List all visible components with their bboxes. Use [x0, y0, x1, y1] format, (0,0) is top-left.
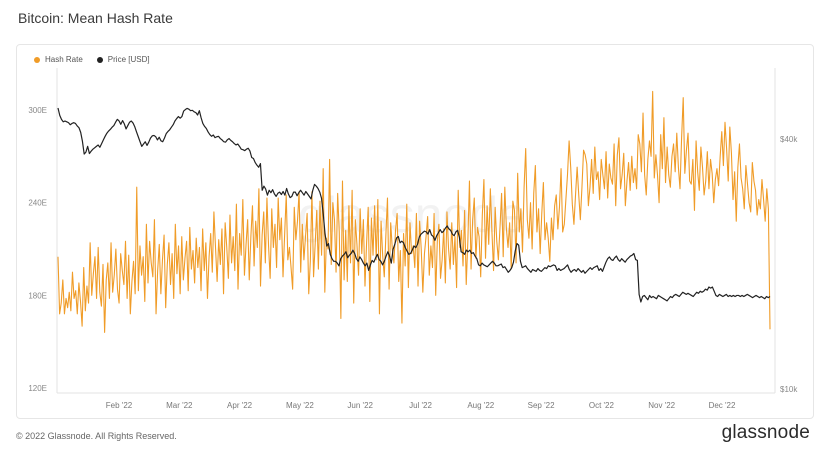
x-tick-label: Sep '22 [528, 401, 555, 410]
series-line-price [57, 107, 771, 303]
left-tick-label: 300E [28, 106, 47, 115]
legend-label-hash-rate: Hash Rate [45, 55, 83, 64]
right-axis-ticks: $10k $40k [780, 135, 798, 394]
x-tick-label: Jun '22 [347, 401, 373, 410]
x-tick-label: Jul '22 [409, 401, 432, 410]
x-tick-label: May '22 [286, 401, 314, 410]
left-tick-label: 180E [28, 291, 47, 300]
hash-rate-dot-icon [34, 56, 40, 63]
x-tick-label: Aug '22 [467, 401, 494, 410]
glassnode-logo[interactable]: glassnode [721, 422, 810, 443]
x-tick-label: Oct '22 [589, 401, 615, 410]
legend-item-hash-rate[interactable]: Hash Rate [34, 55, 83, 64]
chart-legend: Hash Rate Price [USD] [34, 55, 150, 64]
left-axis-ticks: 120E 180E 240E 300E [28, 106, 47, 393]
x-axis-ticks: Feb '22 Mar '22 Apr '22 May '22 Jun '22 Jul '… [106, 401, 736, 410]
x-tick-label: Apr '22 [227, 401, 253, 410]
page-title: Bitcoin: Mean Hash Rate [18, 10, 173, 26]
right-tick-label: $40k [780, 135, 798, 144]
left-tick-label: 120E [28, 384, 47, 393]
x-tick-label: Feb '22 [106, 401, 133, 410]
chart-panel [16, 44, 814, 419]
x-tick-label: Dec '22 [709, 401, 736, 410]
legend-label-price: Price [USD] [107, 55, 150, 64]
x-tick-label: Nov '22 [648, 401, 675, 410]
copyright-footer: © 2022 Glassnode. All Rights Reserved. [16, 431, 177, 441]
right-tick-label: $10k [780, 385, 798, 394]
left-tick-label: 240E [28, 199, 47, 208]
price-dot-icon [96, 56, 103, 63]
legend-item-price[interactable]: Price [USD] [96, 55, 150, 64]
series-line-hash-rate [57, 90, 771, 333]
x-tick-label: Mar '22 [166, 401, 193, 410]
